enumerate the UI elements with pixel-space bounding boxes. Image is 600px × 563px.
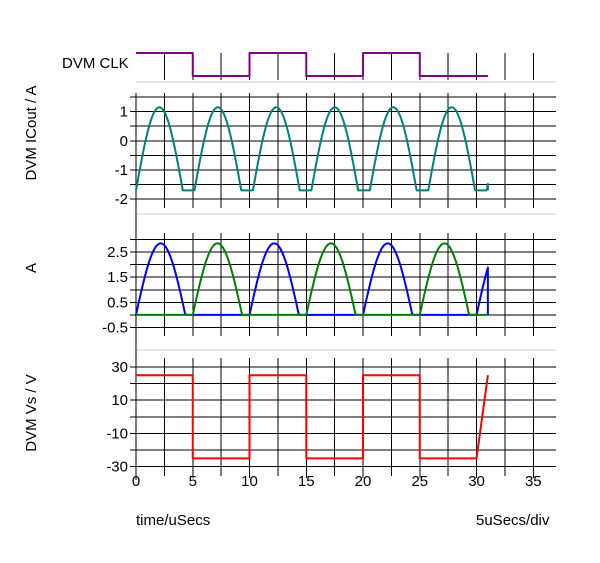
voltage-panel-ylabel: DVM Vs / V [23,374,40,452]
amps-panel-ylabel: A [23,263,40,273]
y-tick-label: -10 [106,425,128,442]
x-tick-label: 30 [468,473,485,490]
y-tick-label: 30 [111,359,128,376]
x-tick-label: 25 [411,473,428,490]
clock-panel-label: DVM CLK [62,55,129,72]
scale-caption: 5uSecs/div [476,512,550,529]
current-panel-ylabel: DVM ICout / A [23,85,40,180]
x-axis-caption: time/uSecs [136,512,210,529]
y-tick-label: 2.5 [107,244,128,261]
y-tick-label: -2 [115,191,128,208]
traces-layer [135,52,489,460]
y-tick-label: 10 [111,392,128,409]
clock-trace [136,52,488,77]
voltage-trace [136,374,489,460]
x-tick-label: 5 [189,473,197,490]
x-tick-label: 15 [298,473,315,490]
y-tick-label: -30 [106,459,128,476]
grid-layer [130,53,556,480]
y-tick-label: 1.5 [107,269,128,286]
labels-layer: DVM CLK DVM ICout / A A DVM Vs / V time/… [23,55,550,529]
y-tick-label: 0 [120,133,128,150]
amps-trace-green [136,242,488,316]
y-tick-label: -0.5 [102,319,128,336]
x-tick-label: 20 [355,473,372,490]
x-tick-label: 35 [525,473,542,490]
current-trace [135,106,489,192]
y-tick-label: -1 [115,162,128,179]
y-tick-label: 1 [120,104,128,121]
y-tick-label: 0.5 [107,294,128,311]
x-tick-label: 0 [132,473,140,490]
x-tick-label: 10 [241,473,258,490]
